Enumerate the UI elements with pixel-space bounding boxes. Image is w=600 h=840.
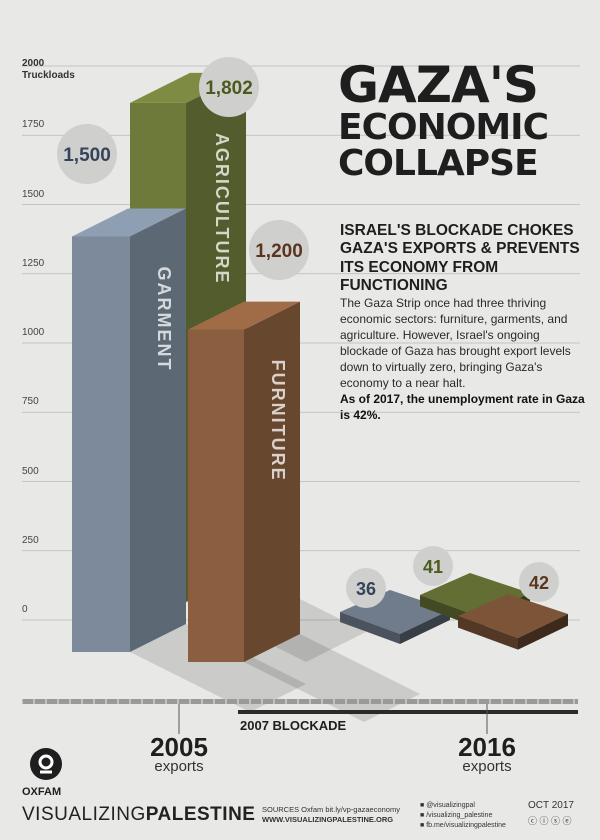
oxfam-logo-icon <box>30 748 62 780</box>
y-axis-label: 2000 Truckloads <box>22 58 75 81</box>
timeline-bar <box>22 699 578 704</box>
bar-2016-front <box>458 616 518 650</box>
value-label-2005: 1,200 <box>255 241 303 262</box>
subtitle: ISRAEL'S BLOCKADE CHOKES GAZA'S EXPORTS … <box>340 222 580 294</box>
bars-2016 <box>340 573 568 650</box>
value-label-2005: 1,802 <box>205 78 253 99</box>
bar-2016-front <box>340 612 400 644</box>
value-bubble-2016 <box>413 546 453 586</box>
value-bubble <box>57 124 117 184</box>
bar-2016-top <box>458 594 568 638</box>
body-text: The Gaza Strip once had three thriving e… <box>340 296 585 422</box>
bar-top-garment <box>72 208 186 237</box>
y-tick-label: 1250 <box>22 257 45 269</box>
page-title: GAZA'S ECONOMIC COLLAPSE <box>338 56 549 184</box>
value-label-2016: 42 <box>529 573 549 593</box>
date: OCT 2017 <box>528 800 574 811</box>
bar-front-furniture <box>188 329 244 662</box>
value-bubble-2016 <box>346 568 386 608</box>
value-bubble <box>249 220 309 280</box>
sources: SOURCES Oxfam bit.ly/vp-gazaeconomy WWW.V… <box>262 805 400 825</box>
brand: VISUALIZINGPALESTINE <box>22 804 256 825</box>
blockade-bar <box>238 710 578 714</box>
y-tick-label: 250 <box>22 534 39 546</box>
bar-2016-side <box>518 614 568 650</box>
year-2016: 2016 <box>458 732 516 762</box>
timeline-axis <box>21 699 578 734</box>
value-label-2005: 1,500 <box>63 145 111 166</box>
value-bubbles: 1,500 1,802 1,200 36 41 42 <box>57 57 559 608</box>
bar-top-furniture <box>188 301 300 330</box>
value-label-2016: 36 <box>356 579 376 599</box>
value-label-2016: 41 <box>423 557 443 577</box>
year-2005: 2005 <box>150 732 208 762</box>
y-tick-label: 0 <box>22 604 28 615</box>
bar-front-garment <box>72 236 130 652</box>
y-tick-label: 1750 <box>22 119 45 131</box>
bar-label-agriculture: AGRICULTURE <box>212 133 232 285</box>
social-links: ■ @visualizingpal ■ /visualizing_palesti… <box>420 802 506 829</box>
blockade-label: 2007 BLOCKADE <box>240 718 347 733</box>
value-bubble <box>199 57 259 117</box>
instagram-icon: ■ <box>420 811 425 819</box>
license-icons: ⓒ ⓘ ⓢ ⓔ <box>528 816 572 826</box>
oxfam-label: OXFAM <box>22 786 62 798</box>
twitter-icon: ■ <box>420 802 425 809</box>
facebook-icon: ■ <box>420 821 425 829</box>
year-2005-sub: exports <box>154 758 204 775</box>
bar-side-garment <box>130 208 186 652</box>
bar-label-furniture: FURNITURE <box>268 360 288 482</box>
bar-side-furniture <box>244 301 300 662</box>
bar-shadow <box>130 624 306 712</box>
y-tick-label: 1500 <box>22 188 45 200</box>
y-tick-label: 1000 <box>22 327 45 338</box>
bar-2016-side <box>400 610 450 644</box>
y-tick-label: 500 <box>22 465 39 477</box>
y-tick-label: 750 <box>22 396 39 408</box>
value-bubble-2016 <box>519 562 559 602</box>
year-2016-sub: exports <box>462 758 512 775</box>
bar-label-garment: GARMENT <box>154 267 174 372</box>
bars: AGRICULTURE GARMENT FURNITURE <box>72 72 300 662</box>
